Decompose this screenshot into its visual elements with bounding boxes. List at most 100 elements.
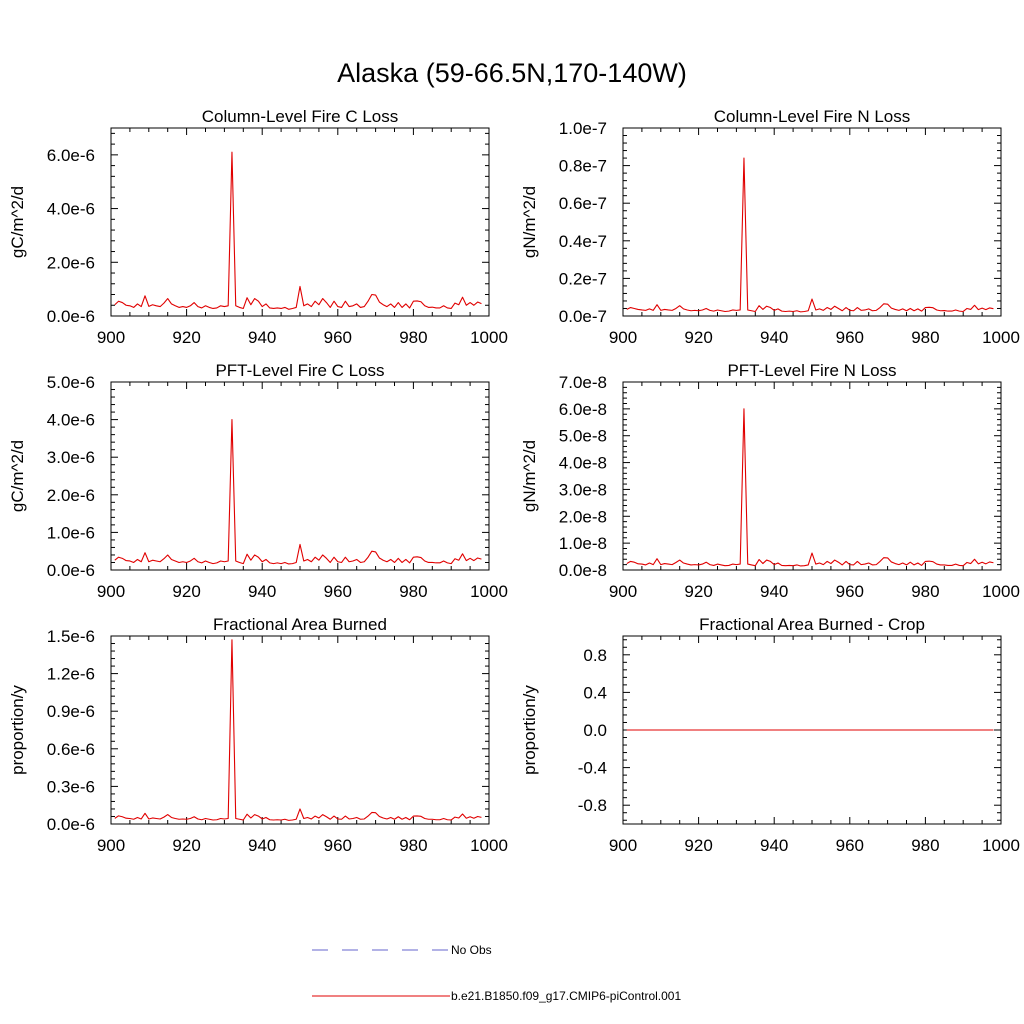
y-tick-label: 4.0e-8 <box>559 454 607 473</box>
y-tick-label: 2.0e-6 <box>47 253 95 272</box>
y-tick-label: 1.5e-6 <box>47 627 95 646</box>
y-tick-label: 3.0e-6 <box>47 448 95 467</box>
y-tick-label: 0.0e-7 <box>559 307 607 326</box>
x-tick-label: 920 <box>172 582 200 601</box>
x-tick-label: 960 <box>836 328 864 347</box>
x-tick-label: 940 <box>760 836 788 855</box>
legend: No Obs b.e21.B1850.f09_g17.CMIP6-piContr… <box>312 943 681 1003</box>
x-tick-label: 900 <box>609 582 637 601</box>
y-tick-label: -0.4 <box>578 759 607 778</box>
y-tick-label: 6.0e-8 <box>559 400 607 419</box>
x-tick-label: 940 <box>760 582 788 601</box>
x-tick-label: 940 <box>248 328 276 347</box>
panel-title: PFT-Level Fire C Loss <box>215 361 384 380</box>
x-tick-label: 960 <box>324 328 352 347</box>
x-tick-label: 980 <box>399 582 427 601</box>
y-tick-label: 6.0e-6 <box>47 146 95 165</box>
y-tick-label: 1.0e-6 <box>47 523 95 542</box>
x-tick-label: 900 <box>97 836 125 855</box>
x-tick-label: 900 <box>97 328 125 347</box>
x-tick-label: 1000 <box>470 582 508 601</box>
x-tick-label: 900 <box>609 836 637 855</box>
y-tick-label: 0.0e-6 <box>47 307 95 326</box>
y-tick-label: 4.0e-6 <box>47 411 95 430</box>
x-tick-label: 1000 <box>982 582 1020 601</box>
y-tick-label: 0.0e-8 <box>559 561 607 580</box>
legend-no-obs-label: No Obs <box>451 943 492 957</box>
y-tick-label: 4.0e-6 <box>47 200 95 219</box>
x-tick-label: 920 <box>172 328 200 347</box>
figure-title: Alaska (59-66.5N,170-140W) <box>337 58 687 88</box>
y-tick-label: 0.6e-7 <box>559 194 607 213</box>
panel-title: Column-Level Fire C Loss <box>202 107 399 126</box>
y-axis-label: proportion/y <box>520 685 539 775</box>
x-tick-label: 940 <box>760 328 788 347</box>
legend-model-label: b.e21.B1850.f09_g17.CMIP6-piControl.001 <box>451 989 681 1003</box>
x-tick-label: 920 <box>684 328 712 347</box>
panel-title: Fractional Area Burned <box>213 615 387 634</box>
x-tick-label: 980 <box>911 836 939 855</box>
x-tick-label: 920 <box>684 582 712 601</box>
y-tick-label: 0.4 <box>583 683 607 702</box>
y-tick-label: 3.0e-8 <box>559 480 607 499</box>
panel-title: Fractional Area Burned - Crop <box>699 615 925 634</box>
x-tick-label: 960 <box>836 836 864 855</box>
y-tick-label: 5.0e-8 <box>559 427 607 446</box>
y-tick-label: 0.9e-6 <box>47 702 95 721</box>
series-line-1 <box>114 151 482 310</box>
y-tick-label: 0.0e-6 <box>47 561 95 580</box>
y-tick-label: 0.6e-6 <box>47 740 95 759</box>
x-tick-label: 900 <box>97 582 125 601</box>
panel-6: Fractional Area Burned - Crop proportion/… <box>520 615 1020 855</box>
x-tick-label: 980 <box>399 836 427 855</box>
series-line-1 <box>626 157 994 313</box>
y-tick-label: 2.0e-6 <box>47 486 95 505</box>
x-tick-label: 1000 <box>470 328 508 347</box>
panel-4: PFT-Level Fire N Loss gN/m^2/d 900 920 940 96… <box>520 361 1020 601</box>
series-line-1 <box>626 408 994 567</box>
y-tick-label: 0.8e-7 <box>559 157 607 176</box>
panel-title: PFT-Level Fire N Loss <box>727 361 896 380</box>
x-tick-label: 1000 <box>470 836 508 855</box>
y-tick-label: 2.0e-8 <box>559 507 607 526</box>
y-tick-label: 0.0 <box>583 721 607 740</box>
x-tick-label: 980 <box>911 328 939 347</box>
x-tick-label: 960 <box>324 836 352 855</box>
y-tick-label: 0.2e-7 <box>559 269 607 288</box>
series-line-1 <box>114 639 482 821</box>
y-tick-label: 0.0e-6 <box>47 815 95 834</box>
y-tick-label: 5.0e-6 <box>47 373 95 392</box>
panel-3: PFT-Level Fire C Loss gC/m^2/d 900 920 940 96… <box>8 361 508 601</box>
y-tick-label: 0.8 <box>583 646 607 665</box>
x-tick-label: 920 <box>684 836 712 855</box>
x-tick-label: 1000 <box>982 328 1020 347</box>
y-axis-label: gC/m^2/d <box>8 186 27 258</box>
x-tick-label: 940 <box>248 582 276 601</box>
x-tick-label: 940 <box>248 836 276 855</box>
y-axis-label: gN/m^2/d <box>520 186 539 258</box>
y-tick-label: 1.0e-8 <box>559 534 607 553</box>
y-axis-label: gC/m^2/d <box>8 440 27 512</box>
panels-group: Column-Level Fire C Loss gC/m^2/d 900 920 94… <box>8 107 1020 855</box>
x-tick-label: 960 <box>836 582 864 601</box>
x-tick-label: 960 <box>324 582 352 601</box>
y-tick-label: 0.3e-6 <box>47 777 95 796</box>
y-tick-label: 1.0e-7 <box>559 119 607 138</box>
x-tick-label: 900 <box>609 328 637 347</box>
series-line-1 <box>114 419 482 565</box>
panel-1: Column-Level Fire C Loss gC/m^2/d 900 920 94… <box>8 107 508 347</box>
y-axis-label: proportion/y <box>8 685 27 775</box>
panel-5: Fractional Area Burned proportion/y 900 920… <box>8 615 508 855</box>
y-tick-label: 0.4e-7 <box>559 232 607 251</box>
y-tick-label: 1.2e-6 <box>47 665 95 684</box>
x-tick-label: 920 <box>172 836 200 855</box>
y-tick-label: -0.8 <box>578 796 607 815</box>
y-tick-label: 7.0e-8 <box>559 373 607 392</box>
panel-2: Column-Level Fire N Loss gN/m^2/d 900 920 94… <box>520 107 1020 347</box>
x-tick-label: 980 <box>911 582 939 601</box>
x-tick-label: 980 <box>399 328 427 347</box>
x-tick-label: 1000 <box>982 836 1020 855</box>
y-axis-label: gN/m^2/d <box>520 440 539 512</box>
